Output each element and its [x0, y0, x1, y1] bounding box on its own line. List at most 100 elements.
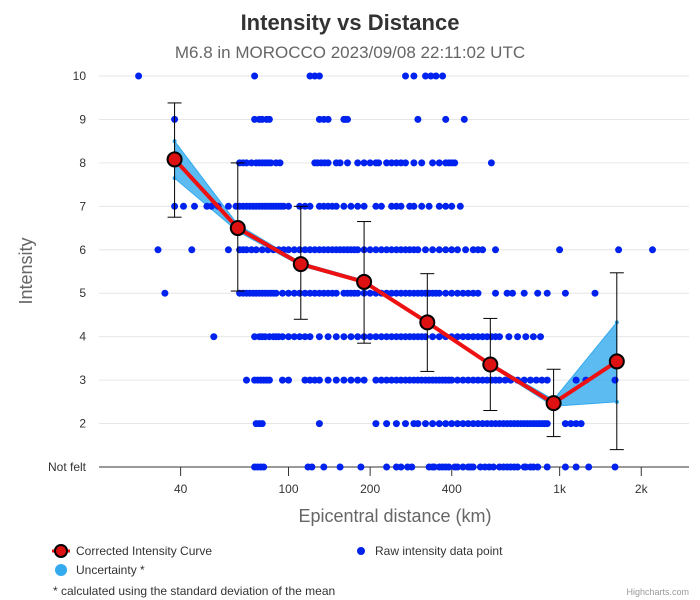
raw-data-point: [344, 115, 351, 123]
raw-data-point: [260, 463, 268, 471]
x-tick-label: 40: [174, 482, 188, 496]
corrected-curve-point: [229, 220, 246, 237]
raw-data-point: [210, 333, 218, 341]
raw-data-point: [448, 289, 456, 297]
raw-data-point: [290, 246, 298, 254]
raw-data-point: [324, 115, 332, 123]
raw-data-point: [469, 463, 477, 471]
raw-data-point: [296, 333, 304, 341]
raw-data-point: [509, 289, 516, 297]
raw-data-point: [279, 333, 286, 341]
raw-data-point: [243, 246, 250, 254]
raw-data-point: [556, 246, 564, 254]
raw-data-point: [308, 463, 316, 471]
raw-data-point: [388, 159, 396, 167]
raw-data-point: [543, 376, 551, 384]
raw-data-point: [306, 246, 314, 254]
raw-data-point: [577, 420, 585, 428]
raw-data-point: [296, 246, 304, 254]
raw-data-point: [422, 333, 429, 341]
raw-data-point: [454, 420, 461, 428]
credits-link[interactable]: Highcharts.com: [626, 587, 689, 597]
corrected-curve-point: [419, 314, 436, 331]
raw-data-point: [315, 72, 323, 80]
x-tick-label: 400: [442, 482, 462, 496]
raw-data-point: [429, 333, 437, 341]
raw-data-point: [354, 159, 362, 167]
raw-data-point: [496, 333, 503, 341]
raw-data-point: [366, 333, 374, 341]
y-tick-label: 6: [79, 243, 86, 257]
raw-data-point: [448, 420, 456, 428]
y-tick-label: 10: [73, 69, 87, 83]
raw-data-point: [561, 463, 569, 471]
raw-data-point: [377, 246, 385, 254]
footnote: * calculated using the standard deviatio…: [53, 584, 335, 598]
raw-data-point: [397, 463, 405, 471]
y-tick-label: 9: [79, 112, 86, 126]
raw-data-point: [336, 159, 344, 167]
raw-data-point: [454, 463, 461, 471]
raw-data-point: [572, 420, 580, 428]
raw-data-point: [306, 202, 314, 210]
legend-item-raw-points[interactable]: Raw intensity data point: [357, 544, 503, 558]
raw-data-point: [469, 333, 477, 341]
raw-data-point: [543, 420, 551, 428]
raw-data-point: [296, 289, 304, 297]
y-axis-title: Intensity: [16, 237, 36, 304]
raw-data-point: [442, 202, 450, 210]
legend-label-uncertainty: Uncertainty *: [76, 563, 145, 577]
raw-data-point: [366, 246, 374, 254]
raw-data-point: [306, 289, 314, 297]
raw-data-point: [180, 202, 187, 210]
legend-item-uncertainty[interactable]: Uncertainty *: [55, 563, 145, 577]
raw-data-point: [285, 202, 292, 210]
raw-data-point: [290, 289, 298, 297]
raw-data-point: [332, 333, 340, 341]
raw-data-point: [208, 202, 215, 210]
raw-data-point: [388, 202, 396, 210]
raw-data-point: [324, 159, 332, 167]
raw-data-point: [422, 420, 429, 428]
raw-data-point: [492, 246, 499, 254]
raw-data-point: [418, 202, 426, 210]
raw-data-point: [377, 333, 385, 341]
raw-data-point: [354, 289, 362, 297]
raw-data-point: [402, 420, 409, 428]
raw-data-point: [469, 420, 477, 428]
raw-data-point: [279, 289, 286, 297]
y-tick-label: 3: [79, 373, 86, 387]
raw-data-point: [532, 376, 540, 384]
raw-data-point: [505, 333, 513, 341]
raw-data-point: [265, 115, 273, 123]
raw-data-point: [340, 376, 348, 384]
x-axis-title: Epicentral distance (km): [298, 506, 491, 526]
raw-data-point: [301, 333, 309, 341]
y-tick-label: 5: [79, 286, 86, 300]
raw-data-point: [340, 202, 348, 210]
raw-data-point: [372, 202, 380, 210]
raw-data-point: [372, 333, 380, 341]
raw-data-point: [611, 376, 619, 384]
raw-data-point: [258, 420, 266, 428]
raw-data-point: [372, 376, 380, 384]
raw-data-point: [285, 289, 292, 297]
raw-data-point: [429, 420, 437, 428]
legend-item-corrected-curve[interactable]: Corrected Intensity Curve: [52, 544, 212, 558]
raw-data-point: [357, 463, 365, 471]
raw-data-point: [272, 289, 280, 297]
raw-data-point: [460, 115, 468, 123]
raw-data-point: [224, 202, 232, 210]
raw-data-point: [520, 289, 528, 297]
raw-data-point: [388, 376, 396, 384]
raw-data-point: [529, 333, 537, 341]
raw-data-point: [462, 246, 470, 254]
legend-circle-symbol: [54, 544, 68, 558]
raw-data-point: [383, 159, 391, 167]
raw-data-point: [410, 202, 418, 210]
raw-data-point: [336, 463, 344, 471]
raw-data-point: [301, 246, 309, 254]
raw-data-point: [161, 289, 169, 297]
raw-data-point: [459, 289, 467, 297]
raw-data-point: [454, 333, 461, 341]
